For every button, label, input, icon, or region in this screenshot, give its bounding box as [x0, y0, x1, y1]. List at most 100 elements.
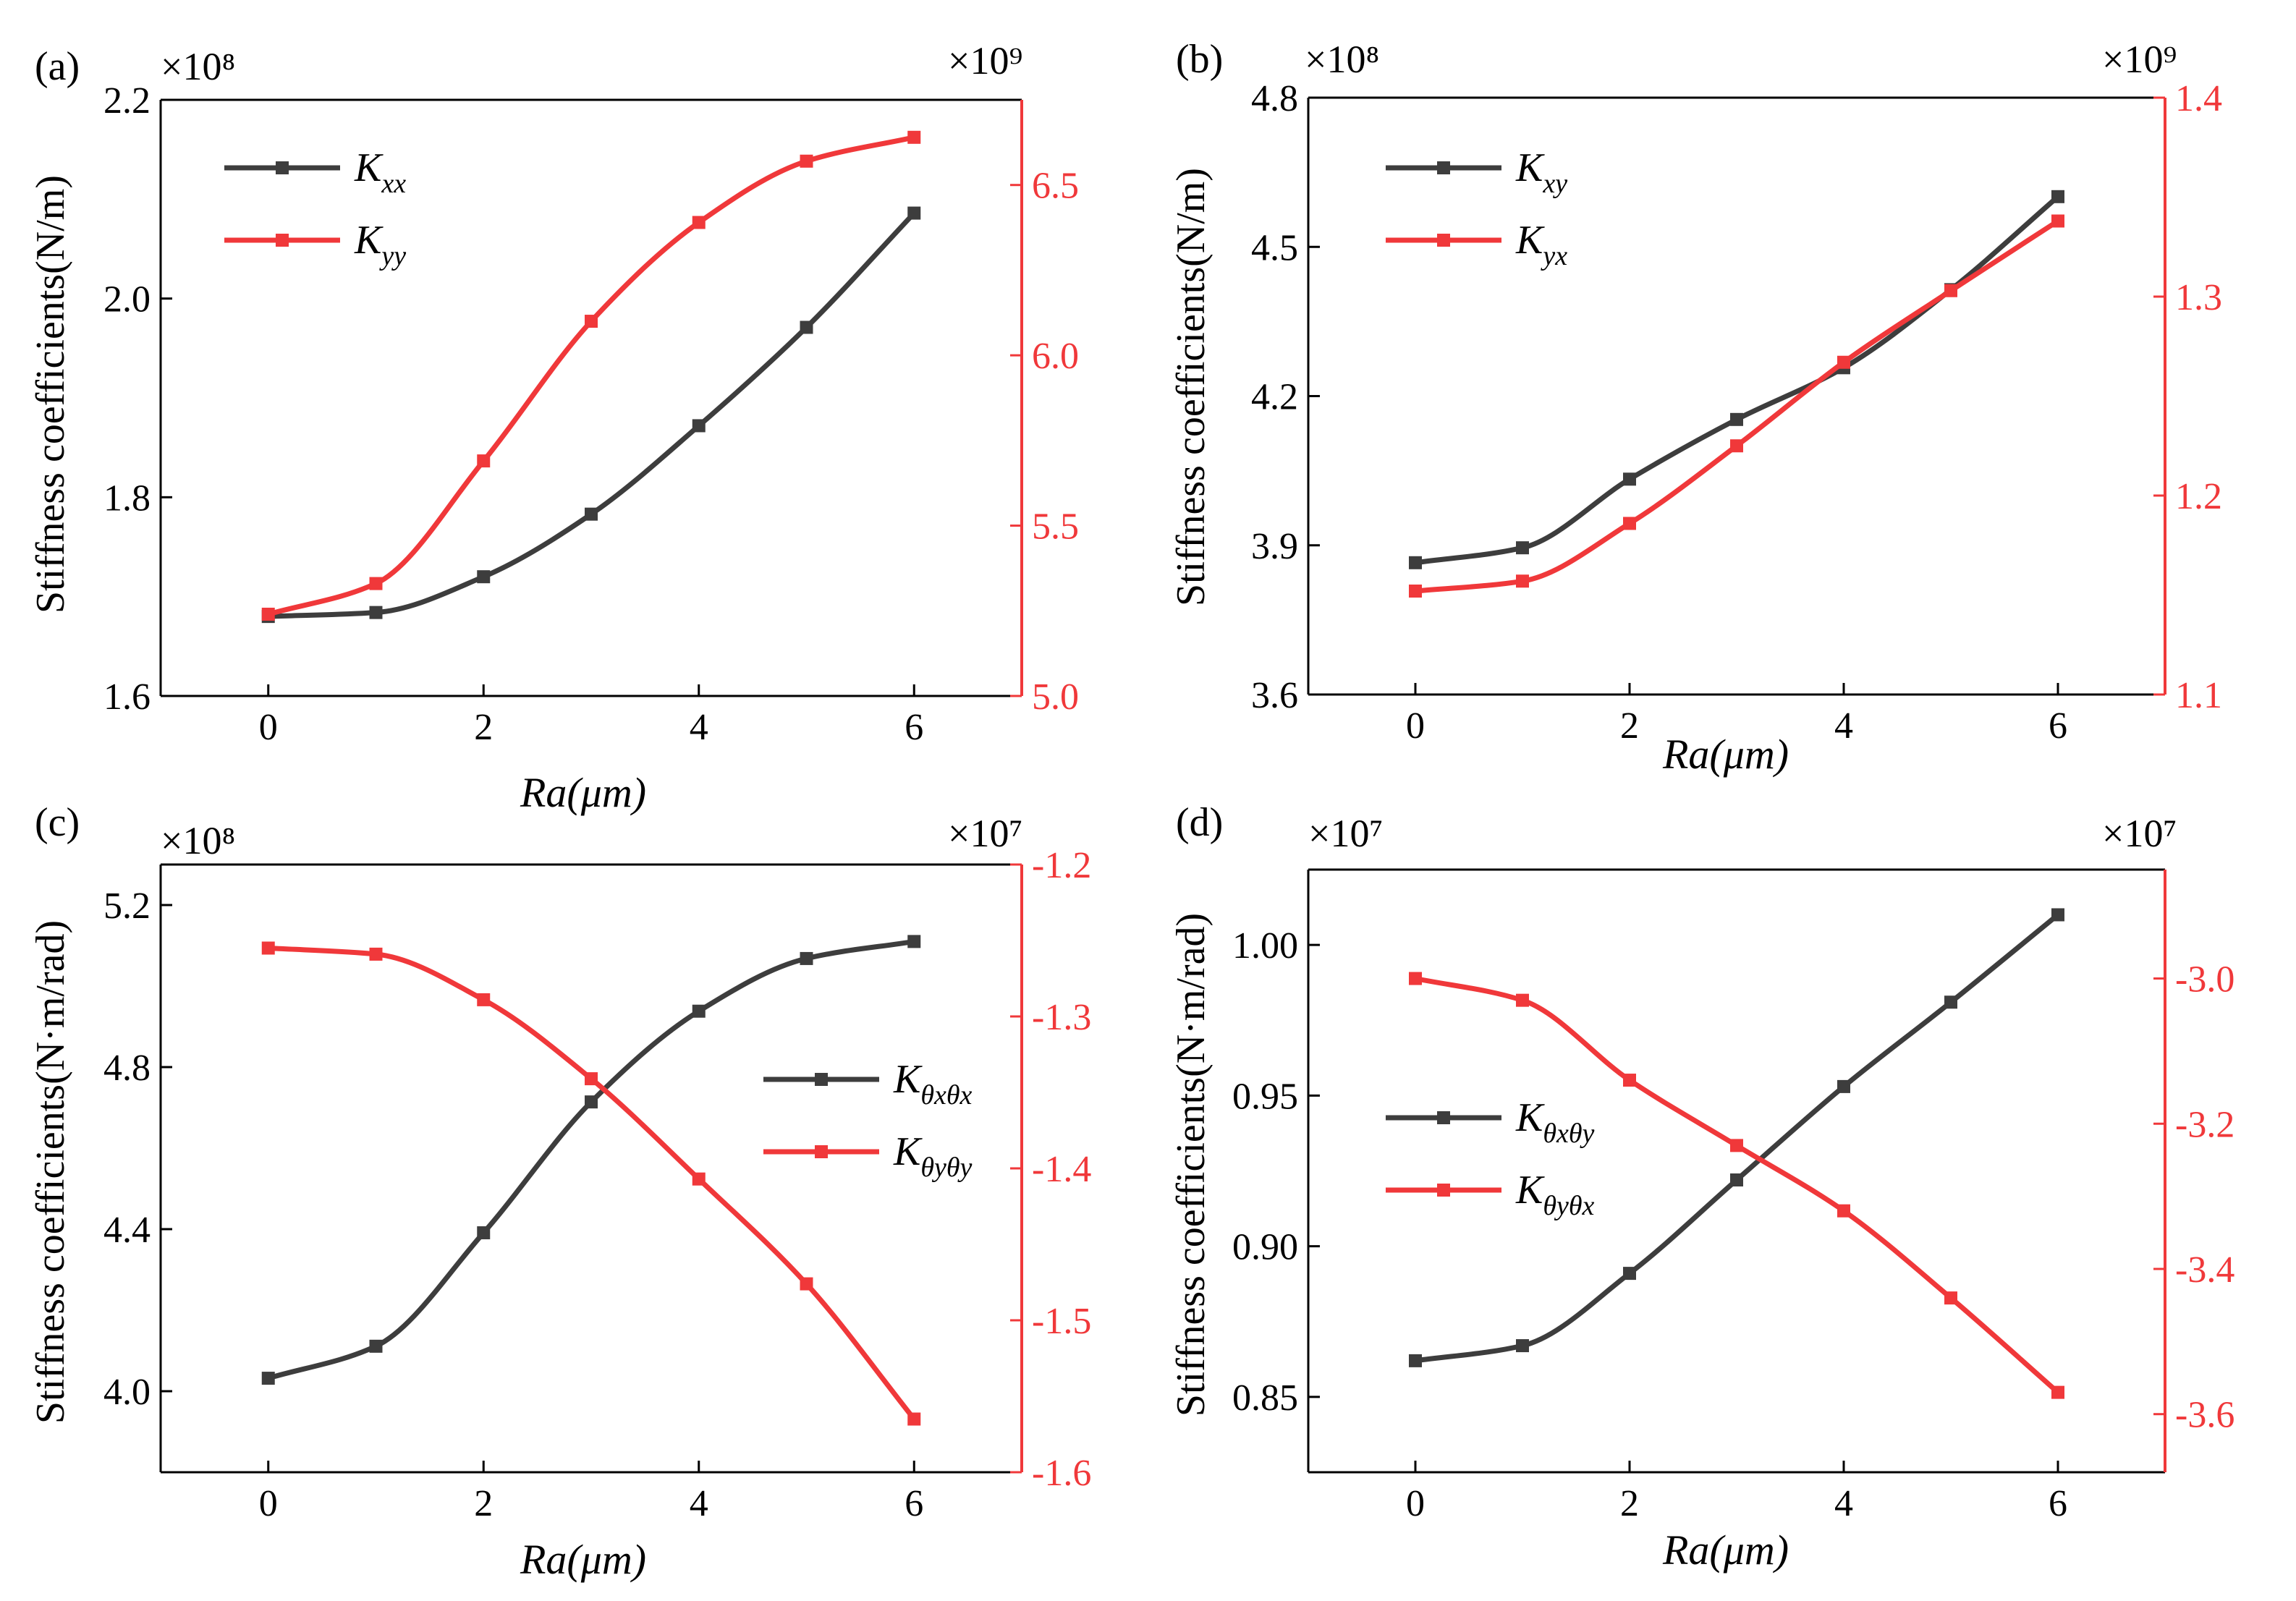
legend-label: Kθyθy [893, 1129, 973, 1183]
data-point [1623, 472, 1636, 486]
data-point [1623, 517, 1636, 530]
legend-marker [815, 1145, 828, 1158]
panel-c: (c) Stiffness coefficients(N·m/rad) Ra(μ… [28, 800, 1091, 1583]
data-point [907, 935, 921, 948]
data-point [261, 1372, 275, 1385]
left-tick-label: 2.2 [103, 80, 151, 122]
legend-subscript: xy [1542, 169, 1567, 199]
legend-marker [815, 1073, 828, 1086]
data-point [369, 606, 383, 619]
data-point [369, 577, 383, 590]
data-point [692, 1172, 706, 1186]
x-axis-title: Ra(μm) [1662, 1526, 1789, 1574]
left-tick-label: 1.8 [103, 477, 151, 519]
data-point [1730, 412, 1743, 426]
right-tick-label: -3.2 [2175, 1104, 2234, 1145]
x-tick-label: 2 [1620, 1483, 1639, 1524]
legend-label: Kyx [1515, 218, 1567, 271]
legend-subscript: yy [378, 241, 406, 271]
data-point [261, 941, 275, 955]
data-point [2051, 190, 2064, 203]
legend-label: Kθyθx [1515, 1168, 1595, 1221]
x-axis-title: Ra(μm) [1662, 731, 1789, 778]
left-tick-label: 0.85 [1232, 1377, 1298, 1419]
data-point [1623, 1074, 1636, 1087]
right-axis-multiplier: ×10⁹ [948, 39, 1022, 82]
data-point [2051, 214, 2064, 228]
data-point [1944, 995, 1957, 1009]
series-line-Kxx [266, 211, 917, 619]
left-tick-label: 3.9 [1251, 526, 1298, 567]
data-point [800, 154, 813, 168]
data-point [800, 951, 813, 965]
data-point [1409, 585, 1422, 598]
x-tick-label: 6 [905, 707, 923, 748]
panel-label: (d) [1176, 800, 1223, 845]
left-axis-title: Stiffness coefficients(N·m/rad) [28, 920, 73, 1424]
x-tick-label: 4 [690, 707, 708, 748]
panel-d: (d) Stiffness coefficients(N·m/rad) Ra(μ… [1169, 800, 2234, 1574]
data-point [800, 320, 813, 334]
right-tick-label: 1.2 [2175, 476, 2222, 517]
x-tick-label: 4 [1834, 1483, 1853, 1524]
right-tick-label: 5.5 [1032, 506, 1079, 548]
right-tick-label: -3.6 [2175, 1395, 2234, 1436]
legend-label: Kxx [354, 145, 406, 199]
x-tick-label: 2 [474, 1483, 493, 1524]
legend-marker [276, 234, 289, 247]
left-axis-title: Stiffness coefficients(N·m/rad) [1169, 913, 1213, 1417]
left-axis-multiplier: ×10⁸ [161, 45, 235, 88]
left-tick-label: 0.95 [1232, 1076, 1298, 1117]
left-tick-label: 4.4 [103, 1210, 151, 1251]
right-tick-label: 5.0 [1032, 676, 1079, 718]
legend-subscript: θyθx [1543, 1191, 1594, 1221]
legend-marker [1437, 161, 1450, 174]
right-tick-label: 6.0 [1032, 336, 1079, 377]
legend-symbol: K [354, 145, 384, 190]
series-line-Kθxθx [266, 938, 917, 1381]
data-point [1730, 439, 1743, 453]
x-tick-label: 4 [690, 1483, 708, 1524]
left-axis-multiplier: ×10⁸ [1305, 38, 1379, 81]
left-axis-title: Stiffness coefficients(N/m) [28, 175, 73, 613]
data-point [907, 206, 921, 220]
data-point [1409, 556, 1422, 569]
data-point [692, 216, 706, 229]
data-point [2051, 1385, 2064, 1399]
right-axis-multiplier: ×10⁹ [2102, 38, 2177, 81]
panel-label: (a) [35, 44, 80, 89]
legend-symbol: K [1515, 145, 1545, 190]
data-point [369, 1339, 383, 1353]
legend-label: Kθxθx [893, 1057, 973, 1110]
legend-label: Kyy [354, 218, 406, 271]
data-point [1837, 355, 1850, 369]
panel-b: (b) Stiffness coefficients(N/m) Ra(μm) ×… [1169, 37, 2222, 778]
right-tick-label: 1.4 [2175, 78, 2222, 119]
data-point [907, 1412, 921, 1426]
legend-symbol: K [354, 218, 384, 263]
x-axis-title: Ra(μm) [520, 769, 646, 816]
legend-marker [1437, 1184, 1450, 1197]
panel-a: (a) Stiffness coefficients(N/m) Ra(μm) ×… [28, 39, 1079, 816]
left-tick-label: 1.00 [1232, 925, 1298, 967]
right-tick-label: -1.6 [1032, 1453, 1091, 1494]
data-point [1944, 1291, 1957, 1305]
right-axis-multiplier: ×10⁷ [2102, 812, 2177, 855]
legend-marker [1437, 1111, 1450, 1124]
legend-label: Kθxθy [1515, 1095, 1595, 1149]
legend-label: Kxy [1515, 145, 1567, 199]
data-point [1944, 284, 1957, 297]
x-tick-label: 6 [905, 1483, 923, 1524]
data-point [585, 1095, 598, 1109]
right-tick-label: -3.0 [2175, 959, 2234, 1001]
left-tick-label: 5.2 [103, 886, 151, 927]
legend-subscript: θyθy [920, 1152, 972, 1183]
left-tick-label: 2.0 [103, 279, 151, 320]
series-line-Kxy [1412, 194, 2061, 566]
x-tick-label: 0 [1406, 1483, 1425, 1524]
legend-marker [1437, 234, 1450, 247]
data-point [1516, 574, 1529, 588]
data-point [1837, 1079, 1850, 1093]
right-tick-label: -1.4 [1032, 1149, 1091, 1190]
right-tick-label: -1.2 [1032, 845, 1091, 886]
